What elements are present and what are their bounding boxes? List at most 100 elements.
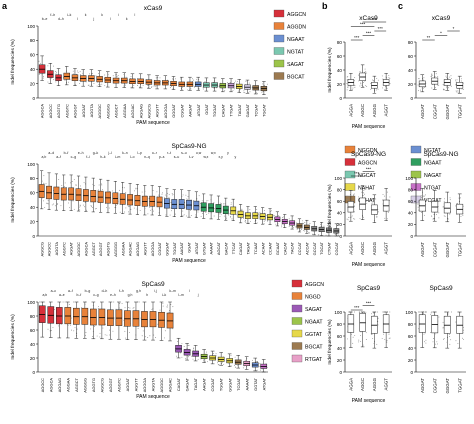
data-point <box>447 87 449 89</box>
data-point <box>79 80 80 81</box>
data-point <box>361 84 363 86</box>
data-point <box>85 334 86 336</box>
sig-letter: p–s <box>159 155 165 159</box>
chart-title: xCas9 <box>144 5 163 12</box>
x-tick-label: ACAAT <box>260 241 265 254</box>
data-point <box>386 218 388 220</box>
data-point <box>98 189 99 191</box>
data-point <box>175 355 177 357</box>
data-point <box>42 200 44 202</box>
data-point <box>370 83 372 85</box>
x-tick-label: AGGCT <box>74 377 79 391</box>
y-tick-label: 100 <box>334 310 342 315</box>
data-point <box>58 179 60 180</box>
sig-letter: a–f <box>56 155 61 159</box>
data-point <box>267 220 268 222</box>
data-point <box>80 185 82 187</box>
data-point <box>42 77 44 79</box>
data-point <box>213 352 214 354</box>
data-point <box>449 336 451 338</box>
y-tick-label: 0 <box>32 96 35 101</box>
x-tick-label: ATGAT <box>196 103 201 116</box>
y-tick-label: 20 <box>30 81 36 86</box>
data-point <box>377 79 379 81</box>
y-tick-label: 60 <box>30 191 36 196</box>
legend-label: GGTAT <box>305 332 323 338</box>
data-point <box>165 214 167 216</box>
chart-title: SpCas9 <box>429 285 453 292</box>
data-point <box>141 191 143 193</box>
data-point <box>389 337 391 339</box>
x-tick-label: AGGTT <box>134 377 139 391</box>
sig-letter: w,x <box>211 151 216 155</box>
data-point <box>381 338 383 339</box>
data-point <box>135 187 137 189</box>
data-point <box>53 203 55 205</box>
data-point <box>109 334 111 336</box>
x-tick-label: GGTAT <box>253 377 258 390</box>
data-point <box>121 303 123 305</box>
data-point <box>129 307 131 309</box>
data-point <box>125 191 127 193</box>
data-point <box>244 359 246 361</box>
data-point <box>303 223 305 225</box>
data-point <box>193 348 194 349</box>
data-point <box>158 194 160 196</box>
data-point <box>257 361 258 363</box>
data-point <box>183 346 185 347</box>
x-tick-label: AGGTT <box>155 103 160 117</box>
data-point <box>278 215 280 217</box>
sig-letter: i,j <box>154 289 157 293</box>
data-point <box>377 324 379 326</box>
x-tick-label: TGGAT <box>457 242 462 257</box>
legend-swatch <box>291 354 303 363</box>
x-tick-label: TGGAT <box>212 103 217 117</box>
sig-star: ** <box>427 35 431 40</box>
data-point <box>417 206 419 208</box>
x-tick-label: AGGCC <box>48 104 53 118</box>
y-tick-label: 100 <box>405 310 413 315</box>
data-point <box>70 182 71 184</box>
y-tick-label: 40 <box>337 346 343 351</box>
data-point <box>119 303 121 305</box>
data-point <box>90 328 92 330</box>
data-point <box>77 72 79 74</box>
sig-letter: i–k <box>67 13 72 17</box>
data-point <box>164 337 165 339</box>
data-point <box>220 202 222 204</box>
data-point <box>73 179 75 180</box>
data-point <box>234 356 236 358</box>
data-point <box>172 328 174 330</box>
data-point <box>113 301 115 303</box>
data-point <box>370 199 372 201</box>
data-point <box>443 338 445 340</box>
data-point <box>372 79 374 81</box>
data-point <box>433 198 435 200</box>
data-point <box>325 234 327 236</box>
data-point <box>346 83 348 84</box>
data-point <box>227 214 229 216</box>
data-point <box>71 329 73 331</box>
data-point <box>248 92 250 94</box>
data-point <box>386 341 388 343</box>
x-tick-label: AGGA <box>348 242 353 255</box>
data-point <box>326 225 328 227</box>
data-point <box>431 73 433 75</box>
data-point <box>44 207 46 208</box>
sig-letter: a,b <box>42 293 47 297</box>
legend-label: AGGCN <box>287 12 306 18</box>
data-point <box>182 214 184 216</box>
data-point <box>240 209 242 211</box>
data-point <box>447 77 449 79</box>
data-point <box>195 214 196 216</box>
data-point <box>181 87 183 88</box>
legend-label: AGGCN <box>305 282 324 288</box>
data-point <box>147 337 149 338</box>
data-point <box>120 308 122 310</box>
sig-letter: g,h <box>128 293 133 297</box>
sig-star: *** <box>372 17 377 22</box>
sig-letter: n–q <box>144 155 150 159</box>
data-point <box>272 214 274 216</box>
legend-label: NGTAT <box>287 50 305 56</box>
